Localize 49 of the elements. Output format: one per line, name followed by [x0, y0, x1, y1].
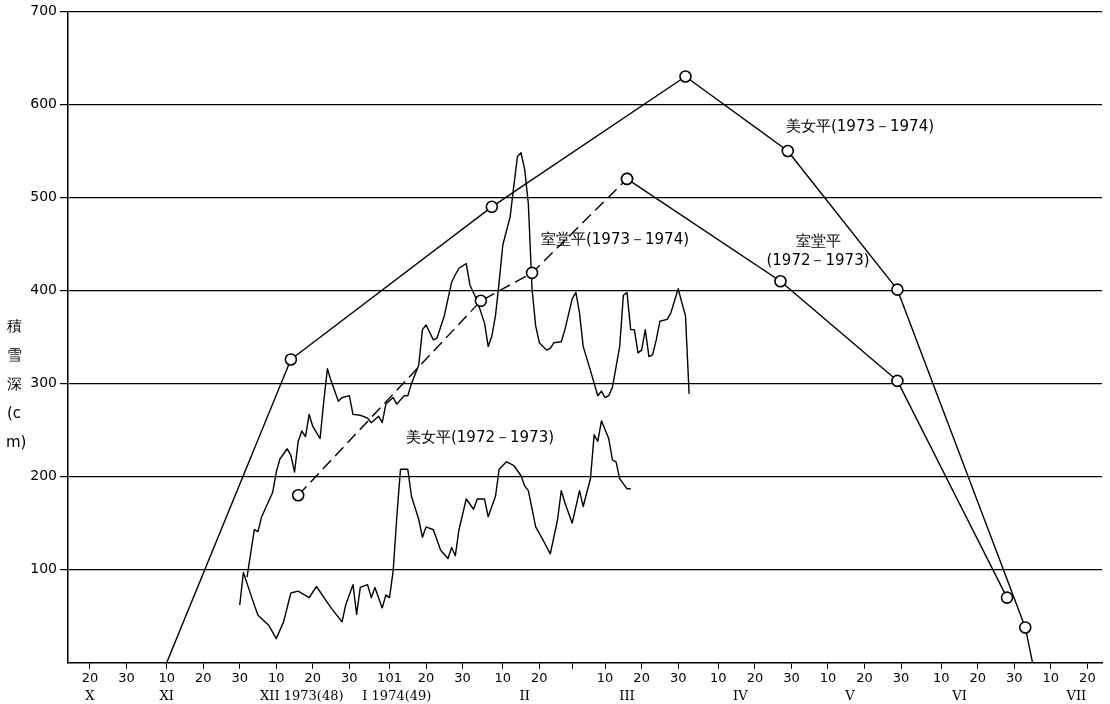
x-tick-label: 10: [932, 669, 950, 685]
annotation: 美女平(1972－1973): [405, 427, 555, 446]
y-axis-title: 積雪深(cm): [6, 316, 27, 453]
x2-tick-label: X: [85, 687, 96, 703]
x-tick-label: 30: [341, 669, 358, 685]
annotation: 室堂平(1973－1974): [540, 229, 690, 248]
y-tick-label: 400: [30, 281, 57, 298]
x2-tick-label: XI: [159, 687, 174, 703]
x2-tick-label: III: [619, 687, 635, 703]
x-tick-label: 20: [304, 669, 322, 685]
x-tick-label: 10: [710, 669, 727, 685]
x2-tick-label: I 1974(49): [362, 687, 432, 703]
x-tick-label: 20: [531, 669, 548, 685]
x2-tick-label: XII 1973(48): [260, 687, 344, 703]
x2-tick-label: VII: [1065, 687, 1087, 703]
x2-tick-label: II: [519, 687, 530, 703]
x-tick-label: 20: [746, 669, 764, 685]
x-tick-label: 20: [81, 669, 99, 685]
x-tick-label: 10: [819, 669, 837, 685]
x-tick-label: 30: [118, 669, 135, 685]
annotation: 美女平(1973－1974): [785, 116, 935, 135]
x-tick-label: 20: [1079, 669, 1096, 685]
x-tick-label: 10: [267, 669, 285, 685]
x2-tick-label: V: [844, 687, 856, 703]
x-tick-label: 30: [669, 669, 687, 685]
annotation: 室堂平 (1972－1973): [766, 232, 870, 270]
x-tick-label: 20: [633, 669, 650, 685]
x2-tick-label: IV: [733, 687, 749, 703]
y-tick-label: 100: [30, 560, 57, 577]
y-tick-label: 200: [30, 467, 57, 484]
y-tick-label: 300: [30, 374, 57, 391]
x-tick-label: 101: [377, 669, 402, 685]
x-tick-label: 30: [454, 669, 471, 685]
x-tick-label: 10: [494, 669, 512, 685]
y-tick-label: 500: [30, 188, 57, 205]
x2-tick-label: VI: [951, 687, 967, 703]
x-tick-label: 30: [231, 669, 248, 685]
x-tick-label: 30: [1006, 669, 1023, 685]
x-tick-label: 10: [1042, 669, 1060, 685]
x-tick-label: 20: [856, 669, 873, 685]
x-tick-label: 10: [596, 669, 614, 685]
x-tick-label: 20: [969, 669, 987, 685]
x-tick-label: 30: [783, 669, 800, 685]
x-tick-label: 20: [194, 669, 212, 685]
x-tick-label: 30: [892, 669, 910, 685]
x-tick-label: 20: [417, 669, 435, 685]
y-tick-label: 600: [30, 95, 57, 112]
y-tick-label: 700: [30, 2, 57, 19]
x-tick-label: 10: [158, 669, 175, 685]
